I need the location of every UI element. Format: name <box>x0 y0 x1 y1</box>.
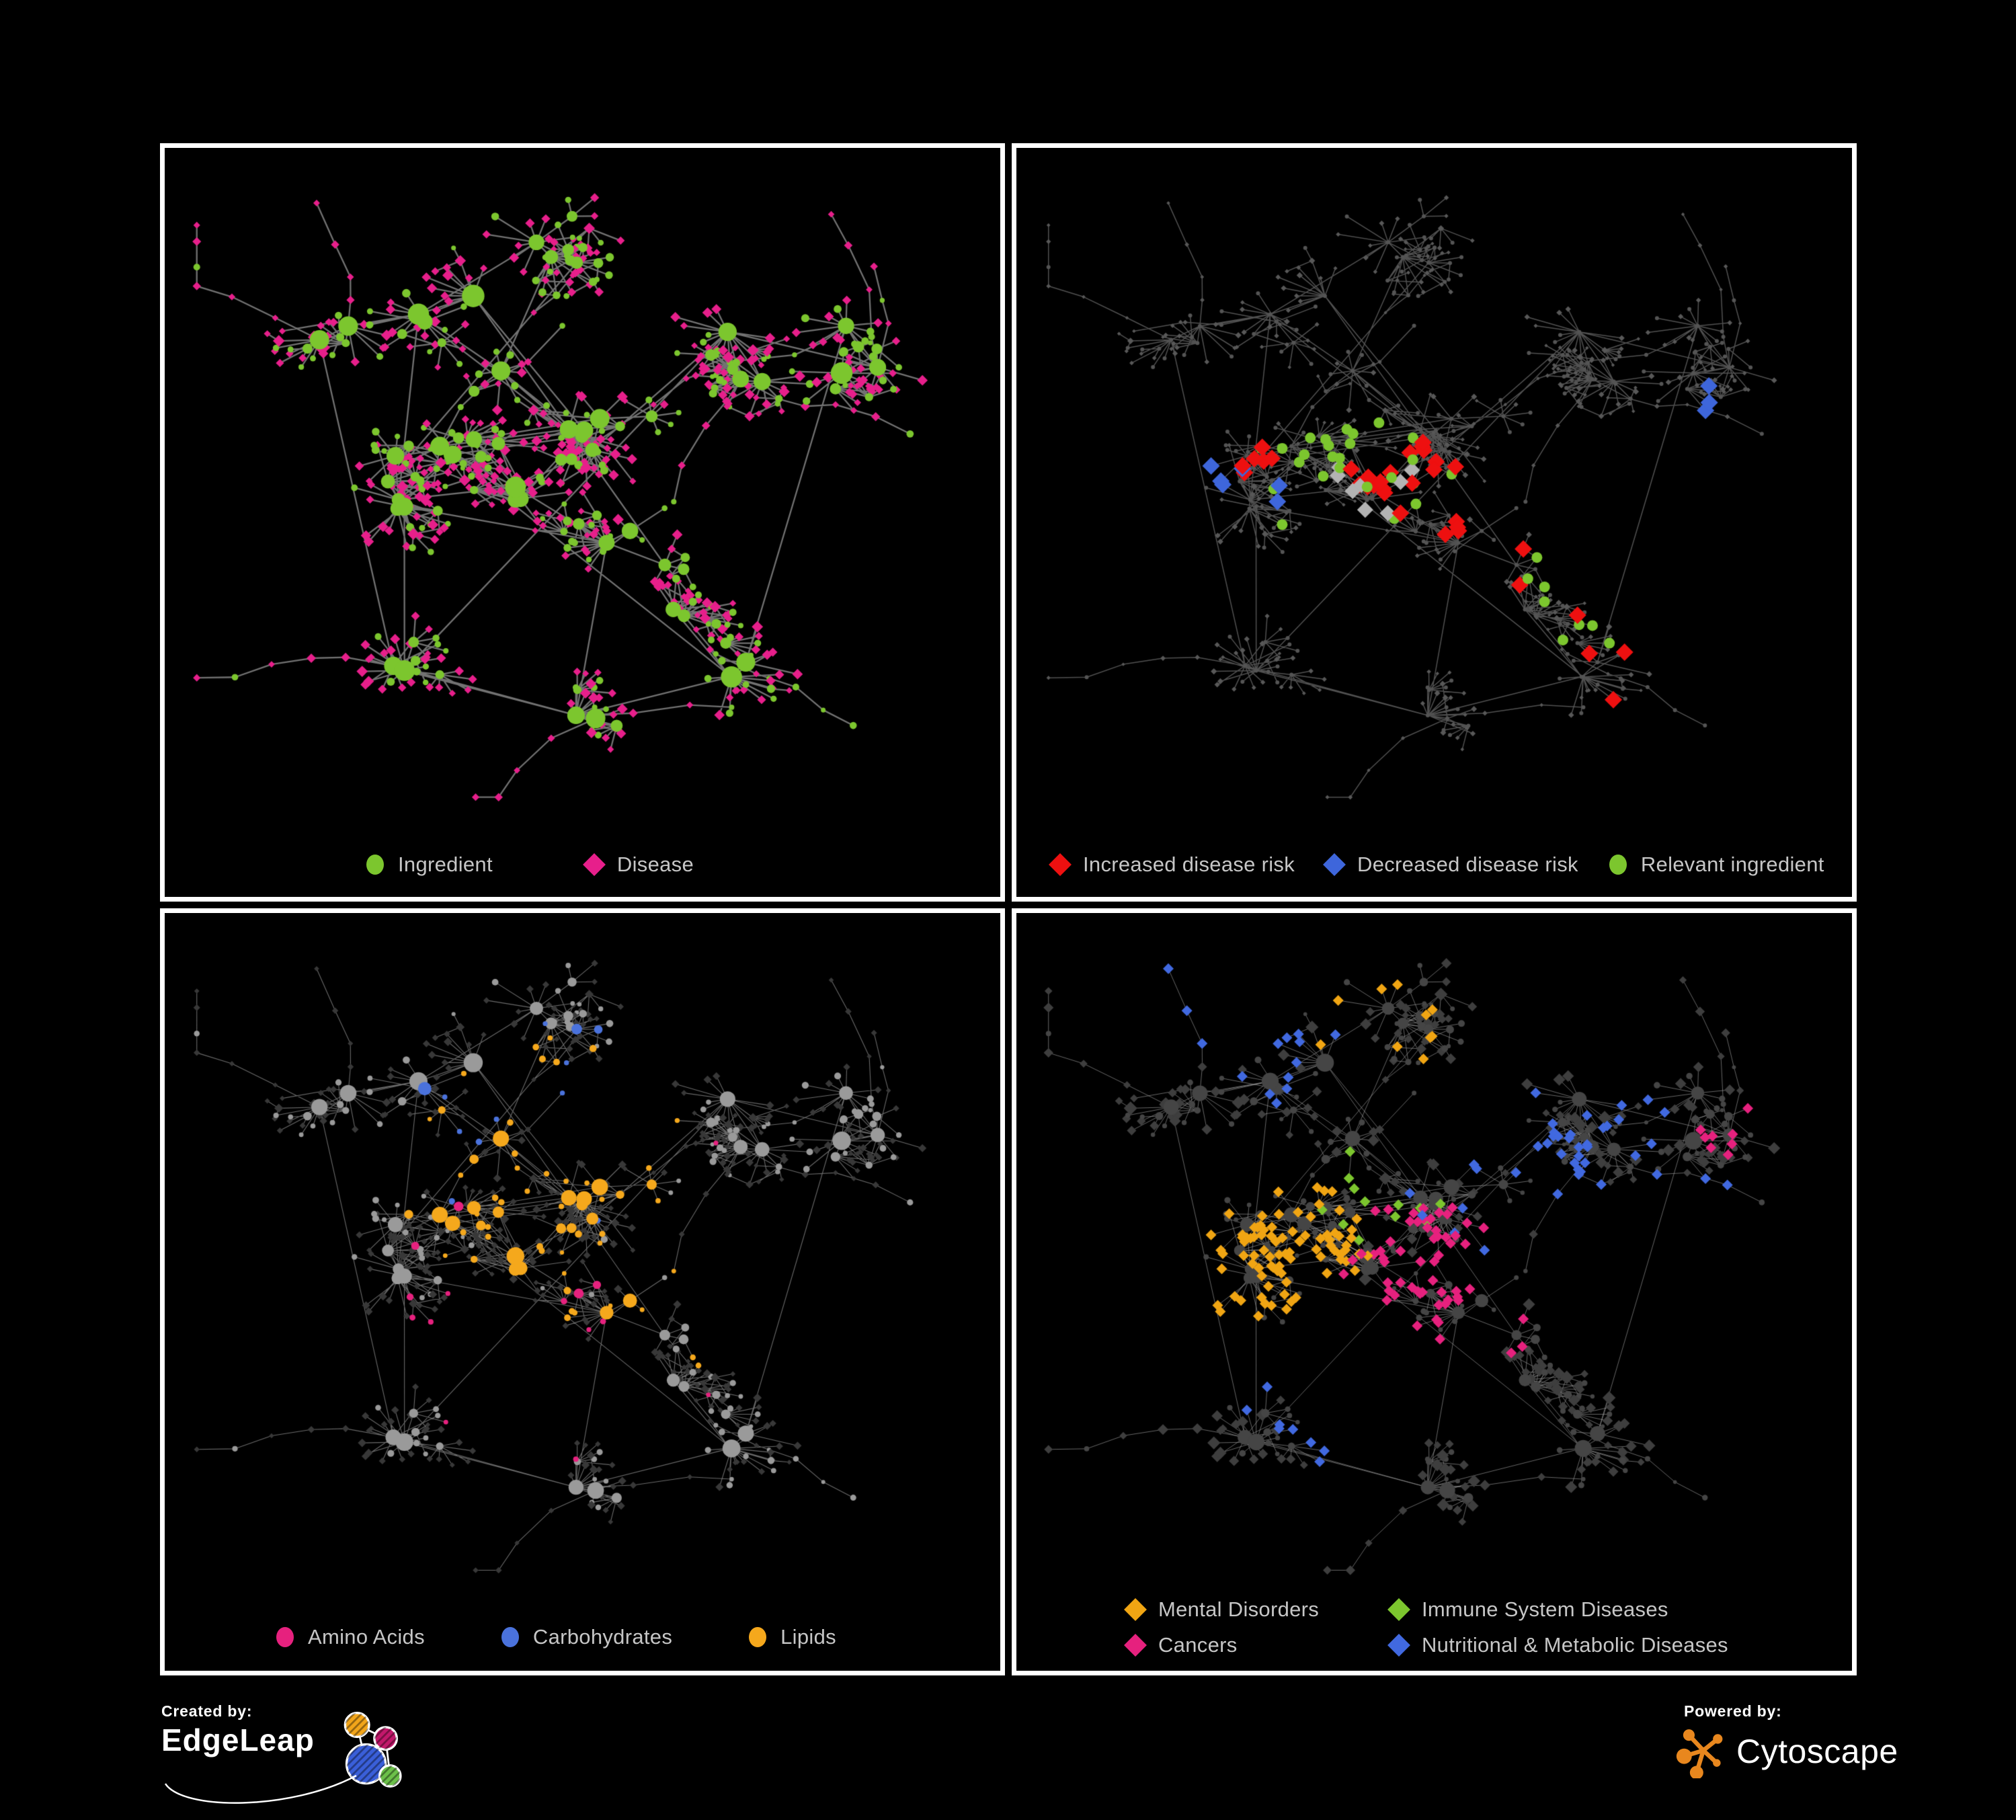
legend-label: Immune System Diseases <box>1422 1597 1668 1621</box>
cytoscape-logo-icon <box>1676 1729 1723 1778</box>
diamond-node-icon <box>1049 853 1072 876</box>
created-by-block: Created by: EdgeLeap <box>161 1702 413 1804</box>
legend-item: Cancers <box>1124 1633 1387 1657</box>
diamond-node-icon <box>1124 1634 1147 1657</box>
circle-node-icon <box>274 1626 296 1649</box>
diamond-node-icon <box>582 853 606 876</box>
legend-label: Ingredient <box>398 853 493 876</box>
legend-label: Lipids <box>780 1625 836 1649</box>
network-canvas-nutrient-classes <box>165 913 1000 1596</box>
panel-grid: Ingredient Disease Increased disease risk D… <box>160 143 1857 1675</box>
legend-item: Relevant ingredient <box>1607 853 1824 877</box>
edgeleap-logo-icon <box>344 1712 402 1788</box>
created-by-label: Created by: <box>161 1702 253 1720</box>
diamond-node-icon <box>1323 853 1346 876</box>
legend-disease-classes: Mental Disorders Immune System Diseases Ca… <box>1016 1597 1852 1657</box>
circle-node-icon <box>499 1626 522 1649</box>
legend-label: Mental Disorders <box>1158 1597 1320 1621</box>
legend-item: Lipids <box>746 1625 836 1649</box>
legend-ingredients-diseases: Ingredient Disease <box>165 853 1000 877</box>
legend-item: Disease <box>582 853 694 877</box>
powered-by-label: Powered by: <box>1684 1702 1782 1720</box>
panel-ingredients-diseases: Ingredient Disease <box>160 143 1005 902</box>
circle-node-icon <box>364 853 387 876</box>
legend-item: Decreased disease risk <box>1323 853 1578 877</box>
legend-label: Cancers <box>1158 1633 1238 1657</box>
legend-label: Carbohydrates <box>532 1625 673 1649</box>
network-canvas-ingredients-diseases <box>165 148 1000 823</box>
diamond-node-icon <box>1124 1598 1147 1621</box>
panel-disease-classes: Mental Disorders Immune System Diseases Ca… <box>1012 908 1857 1675</box>
legend-item: Amino Acids <box>274 1625 425 1649</box>
panel-disease-risk: Increased disease risk Decreased disease … <box>1012 143 1857 902</box>
legend-disease-risk: Increased disease risk Decreased disease … <box>1016 853 1852 877</box>
panel-nutrient-classes: Amino Acids Carbohydrates Lipids <box>160 908 1005 1675</box>
legend-label: Nutritional & Metabolic Diseases <box>1422 1633 1728 1657</box>
legend-item: Immune System Diseases <box>1387 1597 1852 1622</box>
legend-label: Increased disease risk <box>1083 853 1295 876</box>
diamond-node-icon <box>1387 1598 1410 1621</box>
network-canvas-disease-risk <box>1016 148 1852 823</box>
network-canvas-disease-classes <box>1016 913 1852 1596</box>
legend-item: Nutritional & Metabolic Diseases <box>1387 1633 1852 1657</box>
diamond-node-icon <box>1387 1634 1410 1657</box>
legend-item: Carbohydrates <box>499 1625 672 1649</box>
legend-item: Increased disease risk <box>1049 853 1295 877</box>
legend-nutrient-classes: Amino Acids Carbohydrates Lipids <box>165 1625 1000 1649</box>
powered-by-block: Powered by: <box>1676 1702 1898 1778</box>
legend-label: Relevant ingredient <box>1640 853 1824 876</box>
legend-label: Disease <box>616 853 694 876</box>
legend-label: Amino Acids <box>308 1625 425 1649</box>
circle-node-icon <box>1607 853 1629 876</box>
legend-item: Mental Disorders <box>1124 1597 1387 1622</box>
legend-item: Ingredient <box>364 853 493 877</box>
cytoscape-logo-text: Cytoscape <box>1736 1733 1898 1770</box>
legend-label: Decreased disease risk <box>1357 853 1578 876</box>
circle-node-icon <box>746 1626 769 1649</box>
edgeleap-logo-text: EdgeLeap <box>161 1723 315 1757</box>
